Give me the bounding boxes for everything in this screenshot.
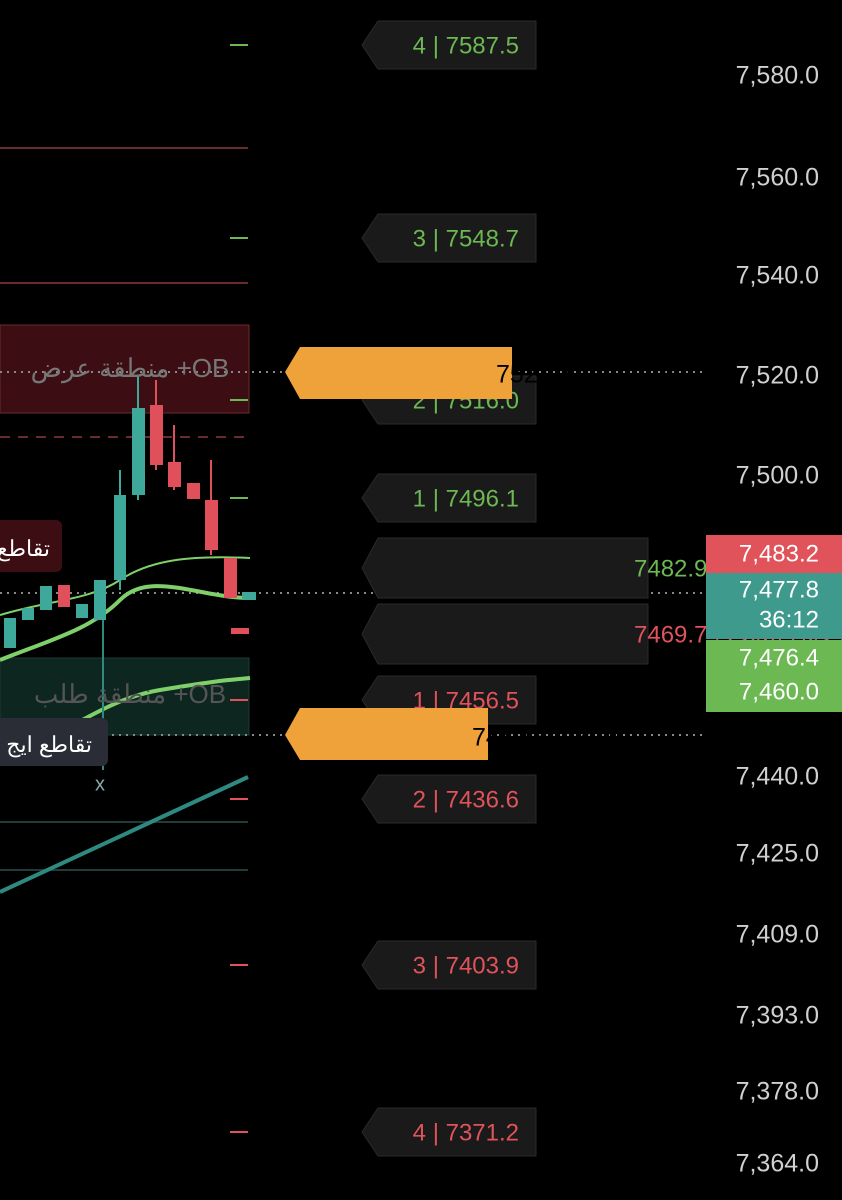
axis-label: 7,540.0 bbox=[736, 262, 819, 290]
price-badge-label: 7,476.4 bbox=[739, 644, 819, 671]
price-badge bbox=[706, 640, 842, 676]
level-label: 4 | 7587.5 bbox=[413, 32, 519, 59]
axis-label: 7,364.0 bbox=[736, 1150, 819, 1178]
axis-label: 7,500.0 bbox=[736, 462, 819, 490]
axis-label: 7,560.0 bbox=[736, 164, 819, 192]
signal-badge bbox=[0, 520, 62, 572]
signal-label: تقاطع bbox=[0, 536, 50, 562]
level-box bbox=[361, 473, 537, 523]
axis-label: 7,409.0 bbox=[736, 921, 819, 949]
level-box bbox=[361, 1107, 537, 1157]
supply-zone bbox=[0, 324, 250, 414]
entry-box bbox=[361, 603, 649, 665]
entry-box bbox=[361, 537, 649, 599]
price-badge-label: 7,477.8 bbox=[739, 576, 819, 603]
level-label: 2 | 7436.6 bbox=[413, 786, 519, 813]
axis-label: 7,580.0 bbox=[736, 62, 819, 90]
level-label: 4 | 7371.2 bbox=[413, 1119, 519, 1146]
support-label: الدعم: 7449.3 bbox=[472, 724, 622, 752]
signal-badge bbox=[0, 718, 108, 766]
level-box bbox=[361, 213, 537, 263]
demand-zone bbox=[0, 657, 250, 736]
level-label: 1 | 7496.1 bbox=[413, 485, 519, 512]
axis-label: 7,425.0 bbox=[736, 840, 819, 868]
zone-label: منطقة طلب +OB bbox=[34, 679, 226, 709]
price-badge bbox=[706, 676, 842, 712]
price-badge-label: 7,460.0 bbox=[739, 678, 819, 705]
axis-label: 7,440.0 bbox=[736, 763, 819, 791]
axis-label: 7,393.0 bbox=[736, 1002, 819, 1030]
price-badge-label: 7,483.2 bbox=[739, 540, 819, 567]
resistance-badge bbox=[285, 347, 512, 399]
price-badge bbox=[706, 573, 842, 639]
level-label: 3 | 7403.9 bbox=[413, 952, 519, 979]
signal-label: تقاطع ايج bbox=[6, 732, 92, 758]
level-label: 3 | 7548.7 bbox=[413, 225, 519, 252]
moving-average bbox=[0, 584, 251, 662]
price-badge bbox=[706, 535, 842, 573]
level-box bbox=[361, 20, 537, 70]
support-badge bbox=[285, 708, 488, 760]
countdown: 36:12 bbox=[759, 606, 819, 633]
level-box bbox=[361, 940, 537, 990]
zone-label: منطقة عرض +OB bbox=[31, 353, 230, 384]
candles bbox=[4, 375, 256, 648]
cross-marker: x bbox=[95, 773, 105, 795]
trend-line bbox=[0, 775, 249, 894]
level-box bbox=[361, 774, 537, 824]
axis-label: 7,378.0 bbox=[736, 1078, 819, 1106]
resistance-label: المقاومة: 7521.4 bbox=[496, 361, 675, 390]
axis-label: 7,520.0 bbox=[736, 362, 819, 390]
